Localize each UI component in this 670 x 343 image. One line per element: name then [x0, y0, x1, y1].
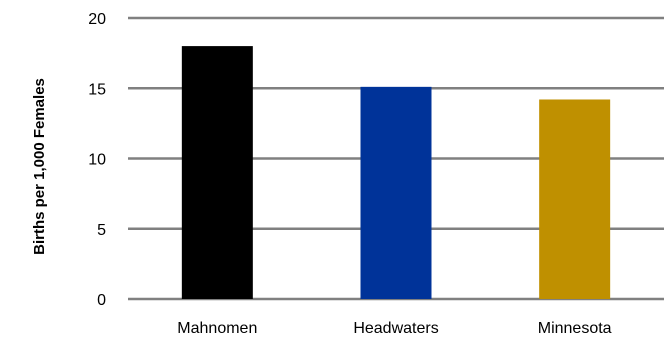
bar-mahnomen [181, 46, 253, 299]
y-tick-label: 10 [88, 152, 106, 169]
y-axis-tick-labels: 0 5 10 15 20 [88, 11, 106, 309]
x-tick-label-minnesota: Minnesota [538, 320, 612, 337]
bars [181, 46, 611, 300]
bar-headwaters [360, 86, 432, 299]
y-tick-label: 5 [97, 222, 106, 239]
y-axis-title: Births per 1,000 Females [31, 78, 48, 255]
y-tick-label: 20 [88, 11, 106, 28]
x-tick-label-mahnomen: Mahnomen [177, 320, 257, 337]
y-tick-label: 15 [88, 81, 106, 98]
y-tick-label: 0 [97, 292, 106, 309]
bar-minnesota [539, 99, 611, 300]
x-axis-tick-labels: Mahnomen Headwaters Minnesota [177, 320, 611, 337]
x-tick-label-headwaters: Headwaters [353, 320, 438, 337]
